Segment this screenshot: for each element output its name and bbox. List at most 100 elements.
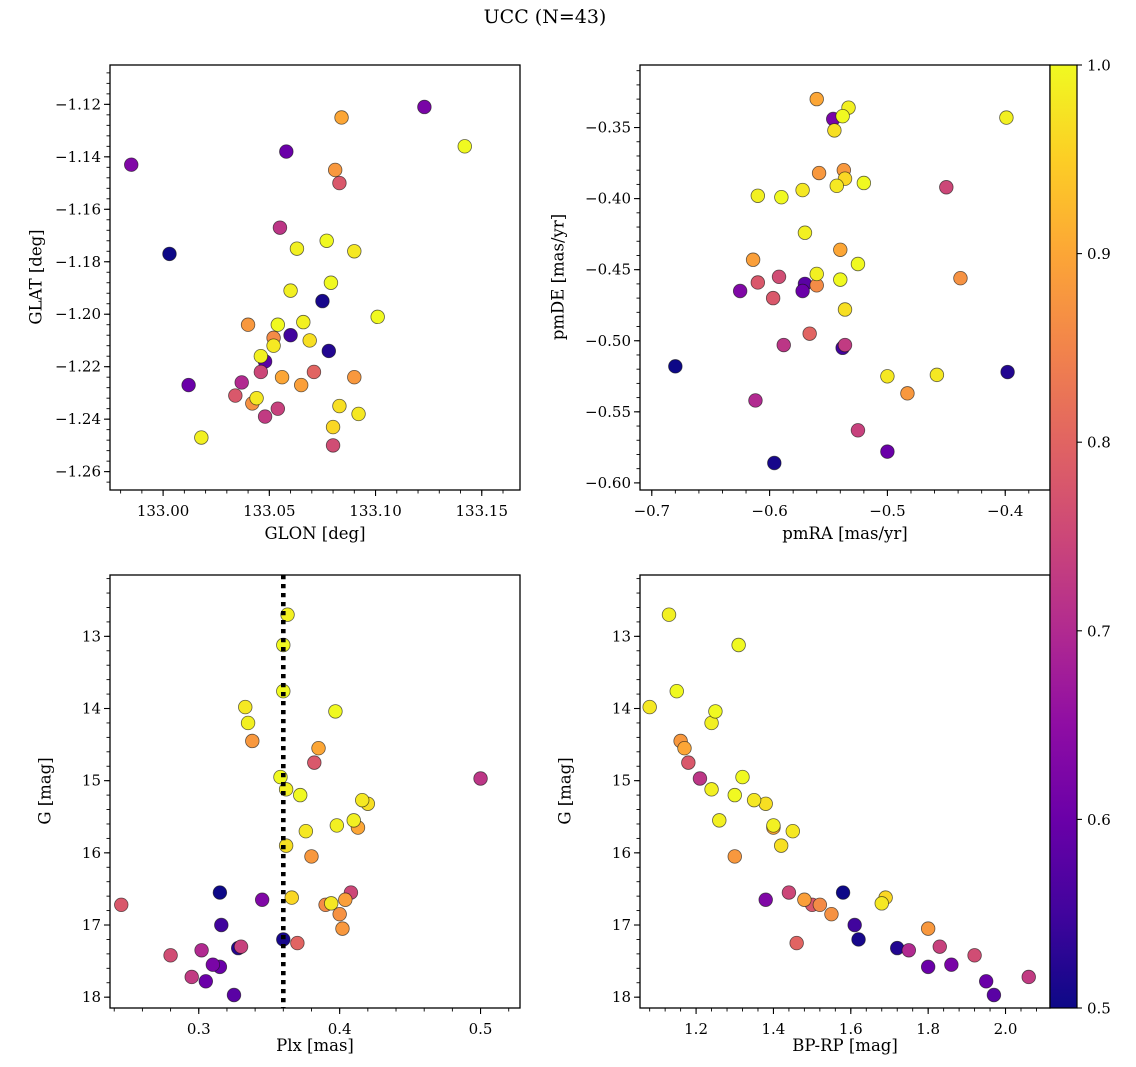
x-tick-label: 133.00	[137, 502, 190, 520]
data-point	[932, 939, 947, 954]
data-point	[332, 175, 347, 191]
data-point	[837, 302, 853, 317]
data-point	[473, 771, 488, 786]
x-axis-label-glon: GLON [deg]	[264, 524, 366, 543]
y-tick-label: −1.12	[55, 95, 101, 113]
data-point	[880, 444, 895, 459]
data-point	[311, 741, 326, 756]
data-point	[233, 939, 249, 954]
data-point	[833, 272, 848, 287]
x-tick-label: 2.0	[994, 1020, 1018, 1038]
minor-ticks	[106, 578, 510, 1012]
major-ticks	[634, 635, 1007, 1014]
data-point	[920, 959, 936, 975]
data-point	[194, 943, 209, 958]
y-tick-label: 16	[612, 844, 631, 862]
y-tick-label: 13	[82, 627, 101, 645]
data-point	[302, 333, 317, 348]
x-tick-label: 0.5	[469, 1020, 493, 1038]
data-point	[163, 948, 178, 963]
data-point	[198, 974, 214, 989]
data-point	[304, 849, 319, 864]
y-tick-label: −1.24	[55, 410, 101, 428]
data-point	[773, 838, 789, 853]
data-point	[351, 406, 366, 422]
data-point	[785, 823, 800, 839]
data-point	[240, 317, 256, 332]
x-tick-label: −0.7	[634, 502, 670, 520]
data-point	[334, 110, 349, 125]
data-point	[809, 266, 824, 282]
data-point	[289, 241, 305, 256]
data-point	[835, 885, 851, 900]
data-point	[283, 283, 298, 298]
data-point	[324, 896, 339, 911]
x-tick-label: −0.6	[751, 502, 787, 520]
y-tick-label: 14	[82, 700, 101, 718]
major-ticks	[104, 103, 483, 496]
data-point	[238, 699, 253, 715]
data-point	[795, 283, 810, 299]
data-point	[795, 182, 810, 198]
x-tick-label: 1.8	[916, 1020, 940, 1038]
data-point	[194, 430, 209, 445]
data-point	[677, 741, 692, 756]
y-tick-label: 18	[82, 988, 101, 1006]
data-point	[240, 715, 256, 731]
data-point	[325, 419, 341, 435]
data-point	[901, 943, 917, 958]
x-tick-label: 1.6	[839, 1020, 863, 1038]
y-tick-label: −0.60	[585, 474, 631, 492]
data-point	[727, 787, 742, 803]
data-point	[797, 892, 812, 907]
data-point	[967, 948, 982, 963]
scatter-series	[124, 99, 472, 453]
data-point	[735, 769, 750, 785]
data-point	[835, 108, 850, 124]
data-point	[270, 401, 286, 416]
data-point	[327, 162, 343, 178]
y-tick-label: 17	[612, 916, 631, 934]
colorbar-tick-label: 0.9	[1087, 245, 1111, 263]
data-point	[274, 369, 290, 385]
data-point	[727, 849, 742, 864]
data-point	[920, 921, 936, 936]
data-point	[417, 99, 432, 115]
data-point	[767, 455, 782, 471]
data-point	[809, 91, 824, 107]
data-point	[851, 932, 866, 947]
colorbar	[1049, 64, 1078, 1009]
data-point	[328, 704, 343, 719]
data-point	[704, 782, 719, 797]
data-point	[1021, 969, 1036, 985]
y-tick-label: −0.35	[585, 119, 631, 137]
data-point	[205, 957, 221, 972]
major-ticks	[104, 635, 482, 1014]
data-point	[329, 818, 345, 833]
data-point	[856, 175, 872, 191]
data-point	[681, 755, 696, 770]
data-point	[781, 885, 797, 900]
data-point	[325, 438, 341, 453]
data-point	[900, 386, 915, 401]
data-point	[293, 377, 309, 393]
data-point	[346, 813, 361, 828]
data-point	[234, 375, 249, 390]
data-point	[765, 290, 781, 306]
data-point	[457, 139, 472, 154]
data-point	[272, 220, 288, 235]
x-axis-label-bprp: BP-RP [mag]	[792, 1036, 898, 1055]
y-tick-label: 15	[82, 772, 101, 790]
data-point	[812, 897, 828, 913]
y-tick-label: −1.20	[55, 305, 101, 323]
data-point	[731, 637, 746, 653]
data-point	[332, 398, 347, 414]
data-point	[335, 921, 350, 936]
data-point	[319, 233, 334, 248]
data-point	[774, 189, 789, 205]
colorbar-tick-label: 1.0	[1087, 57, 1111, 75]
data-point	[212, 885, 228, 900]
data-point	[245, 733, 260, 749]
major-ticks	[634, 126, 1006, 496]
